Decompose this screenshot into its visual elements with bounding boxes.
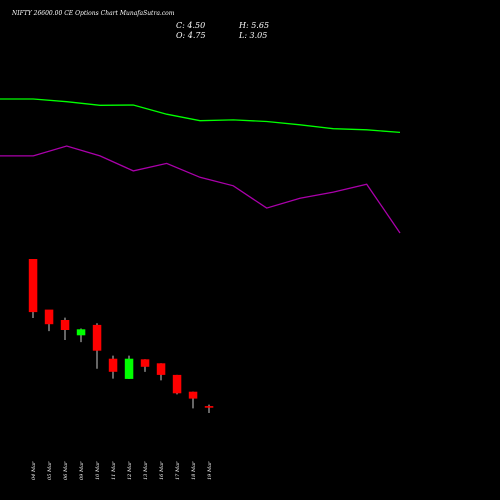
candle-body xyxy=(76,329,86,336)
candle-body xyxy=(92,324,102,351)
close-value: C: 4.50 xyxy=(176,21,205,30)
candle-body xyxy=(124,358,134,379)
chart-title: NIFTY 26600.00 CE Options Chart MunafaSu… xyxy=(11,10,175,17)
date-label: 06 Mar xyxy=(63,461,69,480)
date-label: 16 Mar xyxy=(159,461,165,480)
candle-body xyxy=(172,374,182,394)
high-value: H: 5.65 xyxy=(238,21,269,30)
candle-body xyxy=(156,363,166,375)
candle-body xyxy=(188,391,198,399)
date-label: 09 Mar xyxy=(79,461,85,480)
candle-body xyxy=(108,358,118,372)
avg-line-fast xyxy=(0,98,401,134)
candles-group xyxy=(28,259,214,413)
date-label: 13 Mar xyxy=(143,461,149,480)
date-label: 18 Mar xyxy=(191,461,197,480)
date-label: 04 Mar xyxy=(31,461,37,480)
date-label: 12 Mar xyxy=(127,461,133,480)
avg-line-slow xyxy=(0,145,401,234)
candle-body xyxy=(44,309,54,325)
date-labels-group: 04 Mar 05 Mar 06 Mar 09 Mar 10 Mar 11 Mar 12 M… xyxy=(31,461,213,480)
candle-body xyxy=(204,406,214,408)
candle-body xyxy=(140,359,150,367)
date-label: 10 Mar xyxy=(95,461,101,480)
candle-body xyxy=(28,259,38,313)
low-value: L: 3.05 xyxy=(238,31,267,40)
open-value: O: 4.75 xyxy=(176,31,206,40)
date-label: 11 Mar xyxy=(111,461,117,480)
date-label: 05 Mar xyxy=(47,461,53,480)
date-label: 19 Mar xyxy=(207,461,213,480)
moving-average-lines xyxy=(0,98,401,234)
candle-body xyxy=(60,320,70,330)
date-label: 17 Mar xyxy=(175,461,181,480)
